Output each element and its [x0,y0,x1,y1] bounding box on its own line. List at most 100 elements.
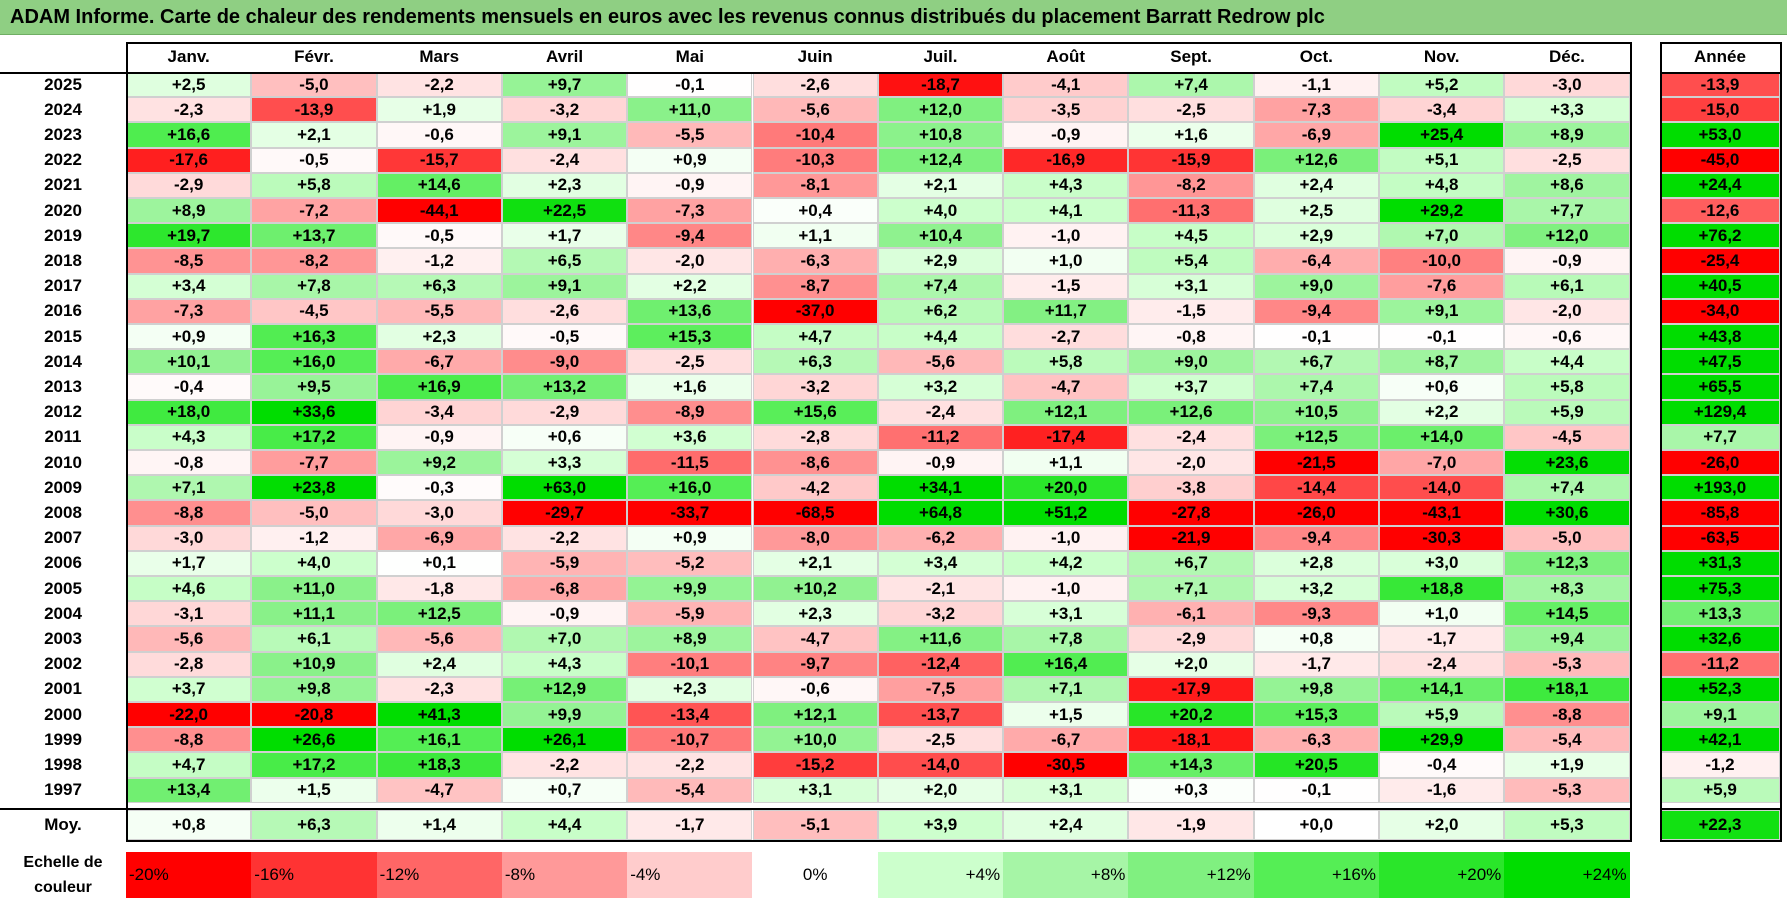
heatmap-cell: +16,0 [627,475,753,501]
heatmap-cell: +7,7 [1504,198,1630,224]
heatmap-cell: -2,8 [126,651,252,677]
heatmap-cell: +0,7 [501,777,628,803]
heatmap-cell: -21,9 [1128,525,1254,551]
heatmap-cell: -1,0 [1003,223,1129,249]
heatmap-cell: -2,5 [1504,147,1630,173]
heatmap-cell: -5,9 [627,601,753,627]
heatmap-cell: +2,8 [1253,550,1379,576]
row-year-label: 2017 [44,276,82,296]
heatmap-cell: +14,5 [1504,601,1630,627]
heatmap-cell: -18,1 [1128,727,1254,753]
heatmap-cell: +29,2 [1379,198,1505,224]
heatmap-cell: -8,8 [126,500,252,526]
heatmap-cell: +2,1 [251,122,377,148]
heatmap-cell: -6,9 [376,525,502,551]
heatmap-cell: +34,1 [877,475,1004,501]
heatmap-cell: +2,0 [1128,651,1254,677]
heatmap-cell: +1,1 [1003,450,1129,476]
heatmap-cell: -15,7 [376,147,502,173]
heatmap-cell: -5,0 [251,500,377,526]
row-year-label: 2003 [44,628,82,648]
average-row-label: Moy. [44,815,82,834]
heatmap-cell: +6,7 [1253,349,1379,375]
heatmap-cell: +12,1 [1003,399,1129,425]
color-scale-step: -16% [251,852,377,898]
color-scale-step: +16% [1253,852,1379,898]
heatmap-cell: -7,2 [251,198,377,224]
heatmap-cell: +6,3 [752,349,878,375]
heatmap-cell: +12,4 [877,147,1004,173]
heatmap-cell: +13,7 [251,223,377,249]
heatmap-cell: +17,2 [251,752,377,778]
heatmap-cell: +5,9 [1504,399,1630,425]
heatmap-cell: -0,1 [1253,777,1379,803]
heatmap-cell: +0,1 [376,550,502,576]
heatmap-cell: +16,3 [251,324,377,350]
heatmap-cell: -3,2 [752,374,878,400]
heatmap-cell: -2,5 [627,349,753,375]
heatmap-cell: +4,3 [501,651,628,677]
heatmap-cell: +1,6 [1128,122,1254,148]
heatmap-cell: +0,6 [501,424,628,450]
heatmap-cell: -13,9 [251,97,377,123]
row-year-label: 2018 [44,250,82,270]
column-header: Févr. [294,47,334,66]
heatmap-cell: -5,5 [627,122,753,148]
heatmap-cell: +17,2 [251,424,377,450]
heatmap-cell: -0,1 [1253,324,1379,350]
heatmap-cell: +22,5 [501,198,628,224]
row-year-label: 2004 [44,603,82,623]
column-header: Mai [675,47,704,66]
heatmap-cell: +26,1 [501,727,628,753]
heatmap-cell: +7,1 [1128,576,1254,602]
heatmap-cell: -0,3 [376,475,502,501]
color-scale-step: +12% [1128,852,1254,898]
average-cell: -1,9 [1128,810,1254,840]
row-year-label: 2010 [44,452,82,472]
heatmap-cell: -0,1 [1379,324,1505,350]
heatmap-cell: +18,0 [126,399,252,425]
heatmap-cell: -0,8 [1128,324,1254,350]
heatmap-cell: -2,0 [627,248,753,274]
heatmap-cell: -1,8 [376,576,502,602]
heatmap-cell: +11,7 [1003,298,1129,324]
heatmap-cell: +10,9 [251,651,377,677]
heatmap-cell: -4,5 [1504,424,1630,450]
heatmap-cell: +7,0 [501,626,628,652]
heatmap-cell: +16,4 [1003,651,1129,677]
heatmap-cell: +16,1 [376,727,502,753]
annual-cell: +40,5 [1660,273,1780,299]
heatmap-cell: +20,2 [1128,702,1254,728]
average-cell: +5,3 [1504,810,1630,840]
heatmap-cell: +4,3 [126,424,252,450]
heatmap-cell: -5,5 [376,298,502,324]
heatmap-cell: +6,1 [251,626,377,652]
heatmap-cell: -37,0 [752,298,878,324]
annual-cell: -25,4 [1660,248,1780,274]
heatmap-cell: +26,6 [251,727,377,753]
heatmap-cell: +0,6 [1379,374,1505,400]
heatmap-cell: -26,0 [1253,500,1379,526]
heatmap-cell: -2,1 [877,576,1004,602]
heatmap-cell: -3,0 [126,525,252,551]
heatmap-cell: -0,5 [501,324,628,350]
heatmap-cell: -14,0 [877,752,1004,778]
year-column-header: Année [1694,47,1746,66]
heatmap-cell: +4,1 [1003,198,1129,224]
average-cell: -1,7 [627,810,753,840]
heatmap-cell: -68,5 [752,500,878,526]
heatmap-cell: -5,6 [376,626,502,652]
heatmap-cell: -6,7 [1003,727,1129,753]
heatmap-cell: -1,1 [1253,72,1379,98]
heatmap-cell: -8,9 [627,399,753,425]
chart-title: ADAM Informe. Carte de chaleur des rende… [0,0,1787,35]
heatmap-cell: +23,6 [1504,450,1630,476]
heatmap-cell: -4,7 [1003,374,1129,400]
heatmap-cell: -33,7 [627,500,753,526]
heatmap-cell: +14,1 [1379,676,1505,702]
heatmap-cell: -2,6 [501,298,628,324]
heatmap-cell: -3,0 [376,500,502,526]
annual-cell: +75,3 [1660,576,1780,602]
row-year-label: 2021 [44,175,82,195]
heatmap-cell: -17,9 [1128,676,1254,702]
